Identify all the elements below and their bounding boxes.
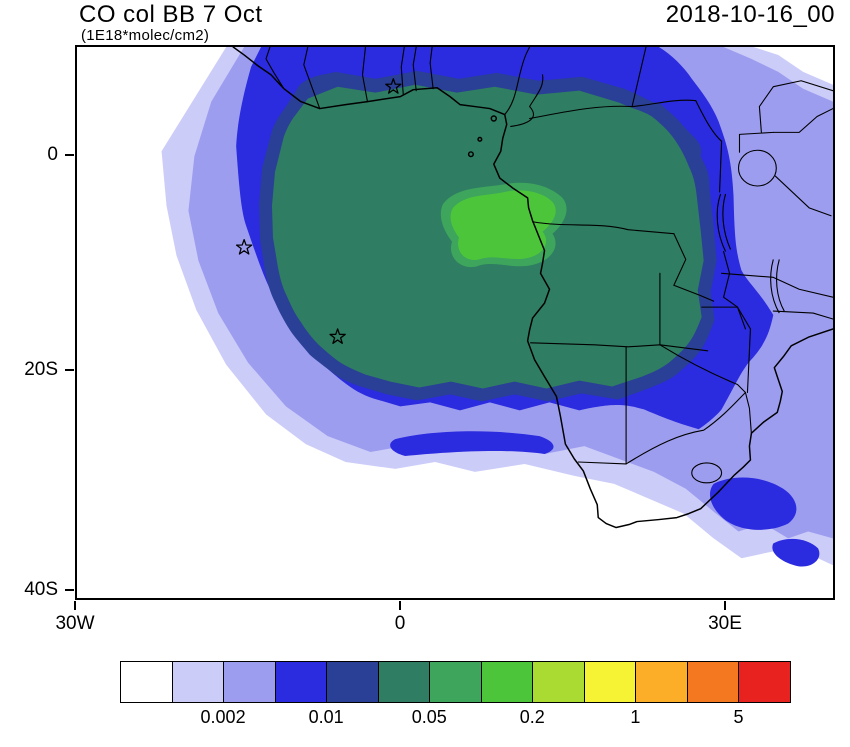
principe-island [477, 136, 483, 142]
colorbar-labels: 0.002 0.01 0.05 0.2 1 5 [120, 707, 790, 729]
map-svg [161, 47, 833, 567]
lesotho-border [691, 462, 723, 484]
y-axis-tick [65, 369, 74, 371]
lake-tanganyika [716, 193, 732, 252]
colorbar-cell [429, 661, 482, 703]
contour-band-blue-se2 [772, 538, 820, 567]
africa-coastline [232, 47, 833, 529]
colorbar-tick-label: 0.002 [200, 707, 246, 727]
bioko-island [490, 115, 498, 122]
contour-field [161, 47, 833, 567]
plot-title: CO col BB 7 Oct [79, 1, 263, 28]
star-marker [235, 238, 253, 255]
country-borders [265, 47, 833, 465]
x-axis-label-0: 0 [394, 613, 406, 634]
x-axis-label-30e: 30E [708, 613, 742, 634]
colorbar-cell [583, 661, 637, 703]
colorbar-tick-label: 5 [733, 707, 744, 727]
lake-malawi [770, 259, 785, 314]
fire-markers [235, 78, 402, 344]
sao-tome-island [467, 151, 474, 158]
contour-band-green-hotspot [450, 190, 556, 260]
valid-time-label: 2018-10-16_00 [665, 1, 835, 28]
colorbar-cell [532, 661, 585, 703]
colorbar [120, 661, 791, 703]
y-axis-tick [65, 589, 74, 591]
colorbar-tick-label: 0.05 [411, 707, 447, 727]
colorbar-tick-label: 0.01 [308, 707, 344, 727]
colorbar-tick-label: 0.2 [519, 707, 545, 727]
colorbar-cell [377, 661, 431, 703]
x-axis-tick [74, 601, 76, 610]
y-axis-tick [65, 154, 74, 156]
y-axis-label-40s: 40S [24, 579, 58, 600]
colorbar-cell [635, 661, 688, 703]
colorbar-cell [274, 661, 328, 703]
lakes [716, 149, 785, 314]
colorbar-cell [223, 661, 276, 703]
x-axis-tick [399, 601, 401, 610]
y-axis-label-20s: 20S [24, 359, 58, 380]
contour-band-blue-arc [390, 431, 554, 457]
coastlines [232, 47, 833, 529]
x-axis-tick [724, 601, 726, 610]
y-axis-label-0: 0 [47, 144, 58, 165]
lake-victoria [737, 149, 777, 187]
colorbar-cell [738, 661, 791, 703]
colorbar-cell [480, 661, 534, 703]
colorbar-cell [120, 661, 173, 703]
map-plot [75, 45, 835, 600]
colorbar-cell [171, 661, 225, 703]
x-axis-label-30w: 30W [55, 613, 95, 634]
colorbar-cell [326, 661, 379, 703]
plot-units-label: (1E18*molec/cm2) [81, 27, 210, 44]
colorbar-cell [686, 661, 740, 703]
star-marker [329, 328, 346, 344]
star-marker [385, 78, 402, 94]
contour-band-blue-se1 [710, 477, 797, 530]
colorbar-tick-label: 1 [630, 707, 641, 727]
